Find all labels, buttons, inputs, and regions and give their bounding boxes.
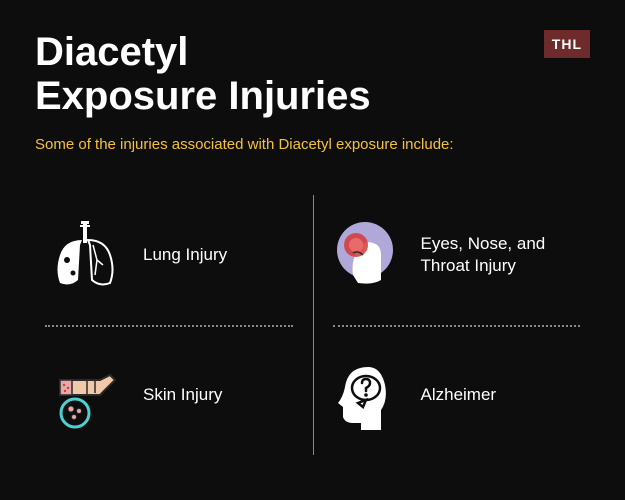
injury-label: Eyes, Nose, and Throat Injury [421,233,581,277]
injury-cell-lung: Lung Injury [35,185,313,325]
injury-label: Alzheimer [421,384,497,406]
page-title: DiacetylExposure Injuries [35,30,590,118]
logo-badge: THL [544,30,590,58]
injury-cell-skin: Skin Injury [35,325,313,465]
logo-text: THL [552,36,582,52]
injury-grid: Lung Injury Eyes, Nose, and Throat Injur… [35,185,590,465]
injury-label: Lung Injury [143,244,227,266]
injury-label: Skin Injury [143,384,222,406]
page-subtitle: Some of the injuries associated with Dia… [35,134,535,155]
head-question-icon [323,355,403,435]
injury-cell-ent: Eyes, Nose, and Throat Injury [313,185,591,325]
injury-cell-alzheimer: Alzheimer [313,325,591,465]
hand-rash-icon [45,355,125,435]
person-cough-icon [323,215,403,295]
lungs-icon [45,215,125,295]
